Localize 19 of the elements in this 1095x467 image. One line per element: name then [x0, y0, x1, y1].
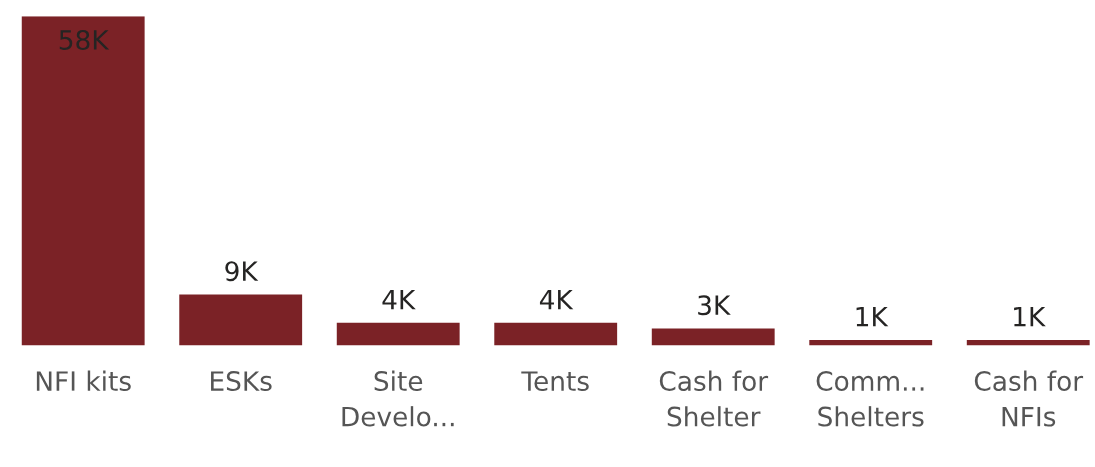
bar: [179, 294, 303, 346]
data-label: 9K: [225, 261, 259, 282]
bar: [494, 322, 618, 346]
data-label: 58K: [59, 29, 110, 50]
data-label: 1K: [856, 306, 889, 327]
data-label: 3K: [698, 295, 731, 316]
x-tick-label: Tents: [521, 371, 589, 392]
x-tick-label: Cash for Shelter: [659, 370, 769, 427]
x-tick-label: ESKs: [211, 371, 272, 392]
x-tick-label: Comm... Shelters: [816, 371, 924, 427]
data-label: 4K: [539, 289, 574, 310]
bar: [651, 328, 775, 346]
x-tick-label: Cash for NFIs: [974, 370, 1084, 427]
bar: [336, 322, 460, 346]
data-label: 1K: [1014, 306, 1046, 327]
x-tick-label: NFI kits: [36, 370, 131, 392]
data-label: 4K: [382, 289, 416, 310]
bar: [21, 16, 145, 346]
x-tick-label: Site Develo...: [342, 370, 454, 427]
